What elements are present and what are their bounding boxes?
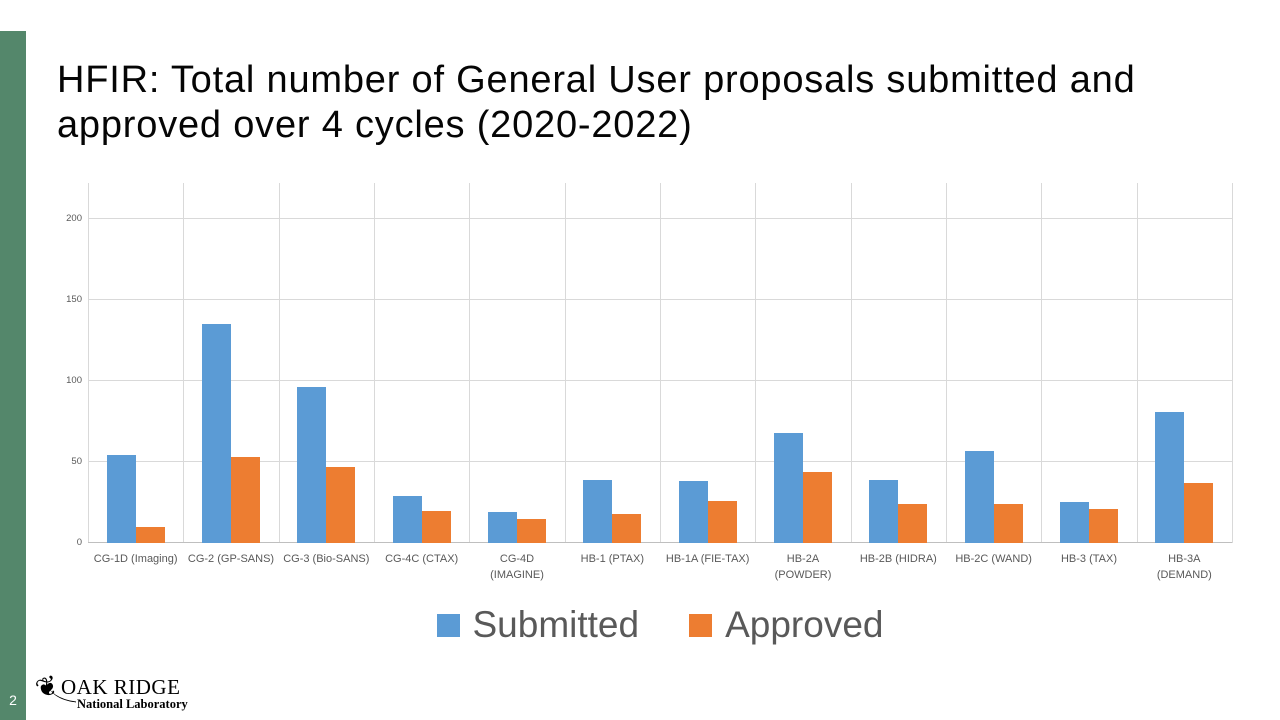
approved-bar <box>802 471 832 543</box>
category-group <box>755 183 850 543</box>
approved-bar <box>993 504 1023 543</box>
approved-bar <box>516 518 546 543</box>
legend-entry-submitted: Submitted <box>436 601 640 649</box>
category-label: HB-1 (PTAX) <box>580 553 644 565</box>
x-gridline <box>469 183 471 543</box>
category-group <box>469 183 564 543</box>
submitted-bar <box>106 455 136 543</box>
y-axis-tick-label: 0 <box>76 537 82 548</box>
approved-bar <box>421 510 451 543</box>
submitted-bar <box>1155 411 1185 543</box>
approved-bar <box>326 466 356 543</box>
legend-entry-approved: Approved <box>689 601 883 649</box>
submitted-bar <box>487 512 517 543</box>
category-group <box>946 183 1041 543</box>
y-axis-tick-label: 50 <box>71 455 82 467</box>
x-gridline <box>278 183 280 543</box>
category-group <box>1137 183 1232 543</box>
y-axis-tick-label: 200 <box>66 212 82 224</box>
category-label: HB-2C (WAND) <box>955 553 1032 565</box>
logo-org-name: OAK RIDGE <box>61 675 181 699</box>
x-axis-line <box>88 542 1232 543</box>
category-group <box>88 183 183 543</box>
legend-submitted-swatch <box>436 613 460 637</box>
submitted-bar <box>869 479 899 543</box>
category-group <box>660 183 755 543</box>
page-number: 2 <box>9 692 17 708</box>
category-label: CG-4C (CTAX) <box>385 553 459 565</box>
category-group <box>183 183 278 543</box>
approved-bar <box>612 513 642 543</box>
x-gridline <box>88 183 89 543</box>
x-gridline <box>850 183 852 543</box>
approved-bar <box>1184 483 1214 543</box>
approved-bar <box>707 500 737 543</box>
approved-bar <box>230 457 260 543</box>
chart-legend: Submitted Approved <box>88 601 1232 649</box>
category-label: HB-1A (FIE-TAX) <box>665 553 750 565</box>
category-group <box>851 183 946 543</box>
x-gridline <box>374 183 375 543</box>
submitted-bar <box>583 479 613 543</box>
category-label: HB-3A (DEMAND) <box>1156 553 1212 581</box>
category-group <box>1041 183 1136 543</box>
chart-plot-area <box>88 183 1233 543</box>
submitted-bar <box>201 324 231 543</box>
legend-approved-label: Approved <box>725 604 884 645</box>
legend-submitted-label: Submitted <box>472 604 640 645</box>
x-gridline <box>183 183 185 543</box>
category-label: CG-3 (Bio-SANS) <box>283 553 370 565</box>
category-label: HB-2A (POWDER) <box>774 553 832 581</box>
green-accent-strip <box>0 31 26 720</box>
x-gridline <box>946 183 947 543</box>
approved-bar <box>1088 508 1118 543</box>
category-group <box>374 183 469 543</box>
category-label: CG-1D (Imaging) <box>93 553 178 565</box>
slide-title: HFIR: Total number of General User propo… <box>57 59 1136 147</box>
category-label: HB-2B (HIDRA) <box>859 553 937 565</box>
category-label: CG-2 (GP-SANS) <box>187 553 275 565</box>
submitted-bar <box>964 450 994 543</box>
category-group <box>279 183 374 543</box>
category-group <box>565 183 660 543</box>
submitted-bar <box>1059 502 1089 543</box>
approved-bar <box>898 504 928 543</box>
approved-bar <box>135 526 165 543</box>
category-label: HB-3 (TAX) <box>1060 553 1117 565</box>
submitted-bar <box>392 495 422 543</box>
submitted-bar <box>678 481 708 543</box>
x-gridline <box>564 183 566 543</box>
x-gridline <box>660 183 661 543</box>
submitted-bar <box>773 432 803 543</box>
x-gridline <box>1232 183 1233 543</box>
legend-approved-swatch <box>689 613 713 637</box>
category-label: CG-4D (IMAGINE) <box>490 553 544 581</box>
y-axis-tick-label: 150 <box>66 293 82 305</box>
x-gridline <box>1041 183 1043 543</box>
x-gridline <box>755 183 757 543</box>
logo-org-subtitle: National Laboratory <box>77 697 188 711</box>
submitted-bar <box>297 387 327 543</box>
x-gridline <box>1136 183 1138 543</box>
y-axis-tick-label: 100 <box>66 374 82 386</box>
